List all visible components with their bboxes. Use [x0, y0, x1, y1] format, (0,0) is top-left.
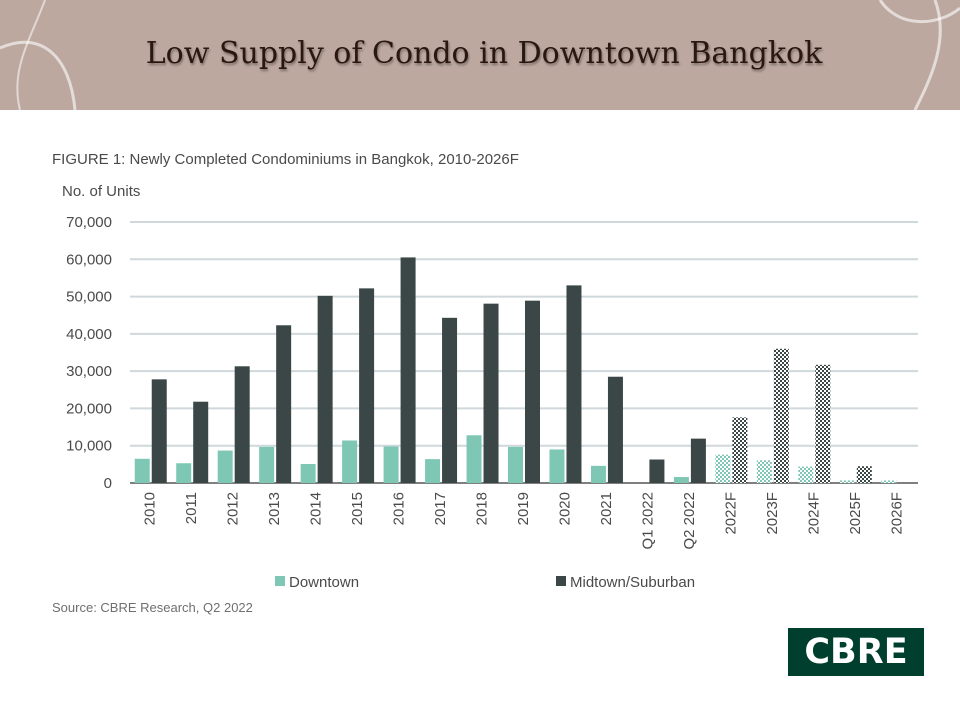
bar-downtown [673, 477, 689, 483]
legend-swatch [556, 576, 566, 586]
x-tick-label: 2025F [847, 492, 864, 535]
bar-downtown [259, 446, 275, 483]
x-tick-label: 2019 [515, 492, 532, 525]
cbre-logo: CBRE [788, 628, 924, 676]
bar-midtown-suburban [690, 438, 706, 483]
bar-downtown [508, 446, 523, 483]
source-note: Source: CBRE Research, Q2 2022 [52, 600, 253, 615]
legend-label: Midtown/Suburban [570, 574, 695, 591]
y-tick-label: 10,000 [66, 438, 112, 455]
page-title: Low Supply of Condo in Downtown Bangkok [145, 36, 823, 71]
bar-downtown [425, 459, 441, 483]
bar-midtown-suburban [856, 466, 872, 483]
bar-downtown [839, 480, 855, 483]
bar-downtown [300, 463, 316, 483]
bar-midtown-suburban [151, 379, 167, 483]
bar-downtown [798, 466, 814, 483]
x-tick-label: 2016 [391, 492, 408, 525]
bar-midtown-suburban [234, 366, 250, 483]
bar-midtown-suburban [483, 303, 499, 483]
bar-midtown-suburban [649, 459, 665, 483]
x-tick-label: 2021 [598, 492, 615, 525]
bar-midtown-suburban [566, 285, 582, 483]
bar-downtown [881, 480, 897, 483]
bar-midtown-suburban [815, 364, 831, 483]
bar-downtown [383, 446, 399, 483]
bar-downtown [590, 465, 606, 483]
header-banner: Low Supply of Condo in Downtown Bangkok [0, 0, 960, 110]
x-tick-label: 2011 [183, 492, 200, 524]
bar-downtown [549, 449, 565, 483]
x-tick-label: 2012 [225, 492, 242, 525]
y-tick-label: 60,000 [66, 251, 112, 268]
figure-caption: FIGURE 1: Newly Completed Condominiums i… [52, 151, 519, 168]
bar-midtown-suburban [193, 401, 209, 483]
bar-downtown [217, 450, 233, 483]
y-tick-label: 40,000 [66, 326, 112, 343]
bar-midtown-suburban [359, 288, 375, 483]
x-tick-label: 2010 [142, 492, 159, 525]
x-tick-label: 2022F [722, 492, 739, 535]
x-tick-label: 2017 [432, 492, 449, 525]
y-tick-label: 30,000 [66, 363, 112, 380]
legend-label: Downtown [289, 574, 359, 591]
bar-downtown [176, 463, 192, 483]
y-axis-label: No. of Units [62, 183, 140, 200]
x-tick-label: 2014 [308, 492, 325, 525]
x-tick-label: 2020 [556, 492, 573, 525]
legend-swatch [275, 576, 285, 586]
x-tick-label: 2023F [764, 492, 781, 535]
y-tick-label: 70,000 [66, 214, 112, 231]
bar-downtown [466, 435, 482, 483]
x-tick-label: 2013 [266, 492, 283, 525]
x-tick-label: 2024F [805, 492, 822, 535]
bar-midtown-suburban [732, 417, 748, 483]
x-tick-label: 2018 [474, 492, 491, 525]
bar-midtown-suburban [525, 300, 540, 483]
x-tick-label: Q1 2022 [639, 492, 656, 550]
x-tick-label: 2026F [888, 492, 905, 535]
bar-midtown-suburban [317, 295, 333, 483]
bar-downtown [134, 458, 150, 483]
bar-downtown [715, 454, 731, 483]
bar-midtown-suburban [607, 376, 623, 483]
y-tick-label: 50,000 [66, 289, 112, 306]
bar-midtown-suburban [773, 348, 789, 483]
bar-midtown-suburban [400, 257, 416, 483]
bar-midtown-suburban [276, 325, 292, 483]
x-tick-label: Q2 2022 [681, 492, 698, 550]
y-tick-label: 20,000 [66, 400, 112, 417]
x-tick-label: 2015 [349, 492, 366, 525]
bar-downtown [342, 440, 358, 483]
decorative-curves-icon [0, 0, 960, 110]
bar-downtown [756, 460, 772, 483]
y-tick-label: 0 [104, 475, 112, 492]
bar-midtown-suburban [442, 317, 458, 483]
